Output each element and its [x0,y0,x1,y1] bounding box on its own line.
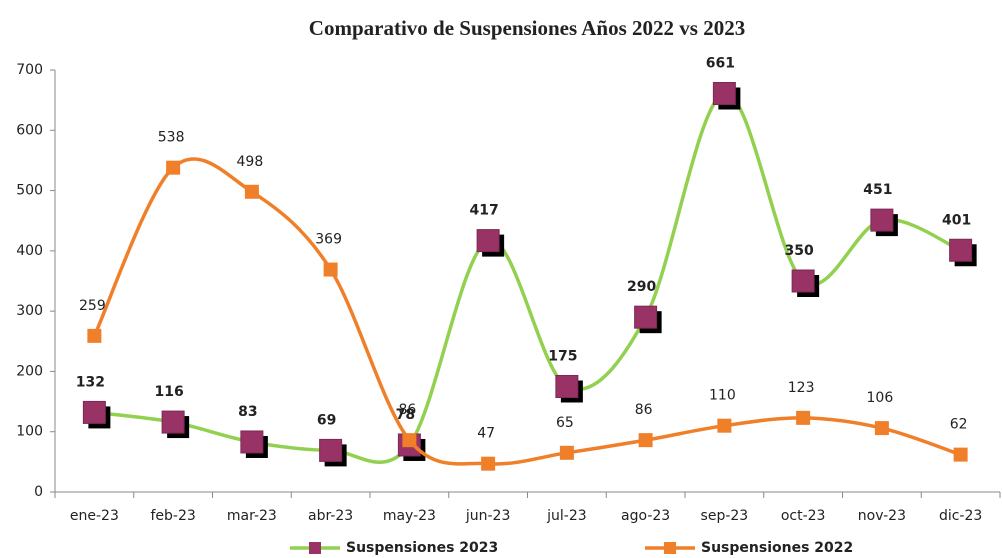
marker [634,305,658,329]
x-tick-label: jun-23 [465,508,511,524]
y-tick-label: 700 [16,62,43,78]
y-tick-label: 200 [16,363,43,379]
legend-marker [664,542,676,554]
data-label: 350 [785,243,814,259]
data-label: 417 [470,203,499,219]
y-tick-label: 100 [16,424,43,440]
x-tick-label: ene-23 [70,508,119,524]
marker [949,238,973,262]
x-tick-label: ago-23 [621,508,670,524]
marker [874,421,889,436]
y-tick-label: 300 [16,303,43,319]
marker [402,433,417,448]
data-label: 401 [942,212,971,228]
y-tick-label: 600 [16,122,43,138]
x-tick-label: may-23 [383,508,436,524]
data-label: 47 [477,426,495,442]
marker [319,438,343,462]
marker [481,456,496,471]
marker [166,160,181,175]
data-label: 175 [548,349,577,365]
data-label: 369 [315,232,342,248]
x-tick-label: dic-23 [939,508,982,524]
x-tick-label: sep-23 [701,508,749,524]
marker [82,400,106,424]
marker [712,82,736,106]
marker [870,208,894,232]
x-tick-label: abr-23 [308,508,353,524]
marker [323,262,338,277]
marker [240,430,264,454]
data-label: 290 [627,279,656,295]
marker [555,375,579,398]
marker [559,445,574,460]
x-tick-label: feb-23 [150,508,195,524]
marker [796,410,811,425]
data-label: 65 [556,415,574,431]
marker [638,433,653,448]
data-label: 69 [317,412,336,428]
data-label: 86 [398,402,416,418]
y-tick-label: 400 [16,243,43,259]
marker [161,410,185,434]
data-label: 116 [155,384,184,400]
legend-label: Suspensiones 2022 [701,540,853,556]
chart-title: Comparativo de Suspensiones Años 2022 vs… [309,16,745,40]
data-label: 498 [237,154,264,170]
data-label: 62 [950,417,968,433]
data-label: 83 [238,404,257,420]
x-tick-label: jul-23 [546,508,587,524]
legend-label: Suspensiones 2023 [346,540,498,556]
x-tick-label: nov-23 [858,508,906,524]
series-line [94,91,962,464]
marker [476,229,500,253]
y-tick-label: 500 [16,183,43,199]
data-label: 106 [867,390,894,406]
data-label: 86 [635,402,653,418]
y-tick-label: 0 [34,484,43,500]
x-tick-label: oct-23 [781,508,826,524]
legend-marker [309,542,321,554]
data-label: 661 [706,56,735,72]
marker [791,269,815,293]
marker [717,418,732,433]
data-label: 451 [863,182,892,198]
marker [87,328,102,343]
data-label: 132 [76,374,105,390]
data-label: 123 [788,380,815,396]
data-label: 78 [396,407,415,423]
data-label: 538 [158,130,185,146]
marker [244,184,259,199]
series-line [92,157,962,466]
data-label: 110 [709,388,736,404]
x-tick-label: mar-23 [227,508,277,524]
marker [953,447,968,462]
data-label: 259 [79,298,106,314]
